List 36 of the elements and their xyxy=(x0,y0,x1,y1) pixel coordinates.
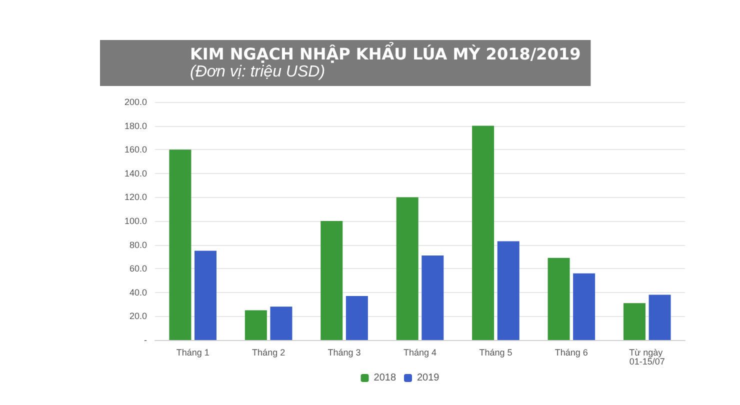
bar xyxy=(648,294,671,340)
bar xyxy=(422,256,444,340)
bar xyxy=(623,303,646,340)
x-tick-label: Từ ngày 01-15/07 xyxy=(629,348,666,366)
x-tick-label: Tháng 1 xyxy=(176,348,210,358)
legend-label: 2018 xyxy=(374,372,396,384)
y-tick-label: 100.0 xyxy=(124,216,147,226)
x-tick-label: Tháng 5 xyxy=(479,348,512,358)
bar xyxy=(497,241,520,340)
x-tick-label: Tháng 2 xyxy=(252,348,286,358)
chart-title: KIM NGẠCH NHẬP KHẨU LÚA MỲ 2018/2019 xyxy=(190,42,581,64)
chart-subtitle: (Đơn vị: triệu USD) xyxy=(190,64,326,80)
bar xyxy=(270,306,292,340)
bar xyxy=(573,273,596,340)
x-tick-label: Tháng 4 xyxy=(403,348,437,358)
y-tick-label: 20.0 xyxy=(129,311,147,322)
bar xyxy=(194,250,217,340)
y-tick-label: 180.0 xyxy=(124,120,147,131)
y-tick-label: 200.0 xyxy=(124,97,147,107)
y-tick-label: 40.0 xyxy=(129,287,147,298)
legend-label: 2019 xyxy=(417,372,440,384)
x-tick-label: Tháng 6 xyxy=(554,348,588,358)
bar xyxy=(548,258,570,340)
bar xyxy=(346,296,368,340)
bar xyxy=(244,310,267,340)
bar xyxy=(396,197,418,340)
bar xyxy=(320,221,343,340)
y-tick-label: 160.0 xyxy=(124,144,147,155)
y-tick-label: 60.0 xyxy=(129,264,147,274)
bar xyxy=(472,126,494,340)
bar xyxy=(169,150,192,340)
y-tick-label: - xyxy=(144,335,147,345)
x-tick-label: Tháng 3 xyxy=(328,348,361,358)
y-tick-label: 80.0 xyxy=(129,240,147,250)
y-tick-label: 140.0 xyxy=(124,168,147,178)
y-tick-label: 120.0 xyxy=(124,192,147,202)
